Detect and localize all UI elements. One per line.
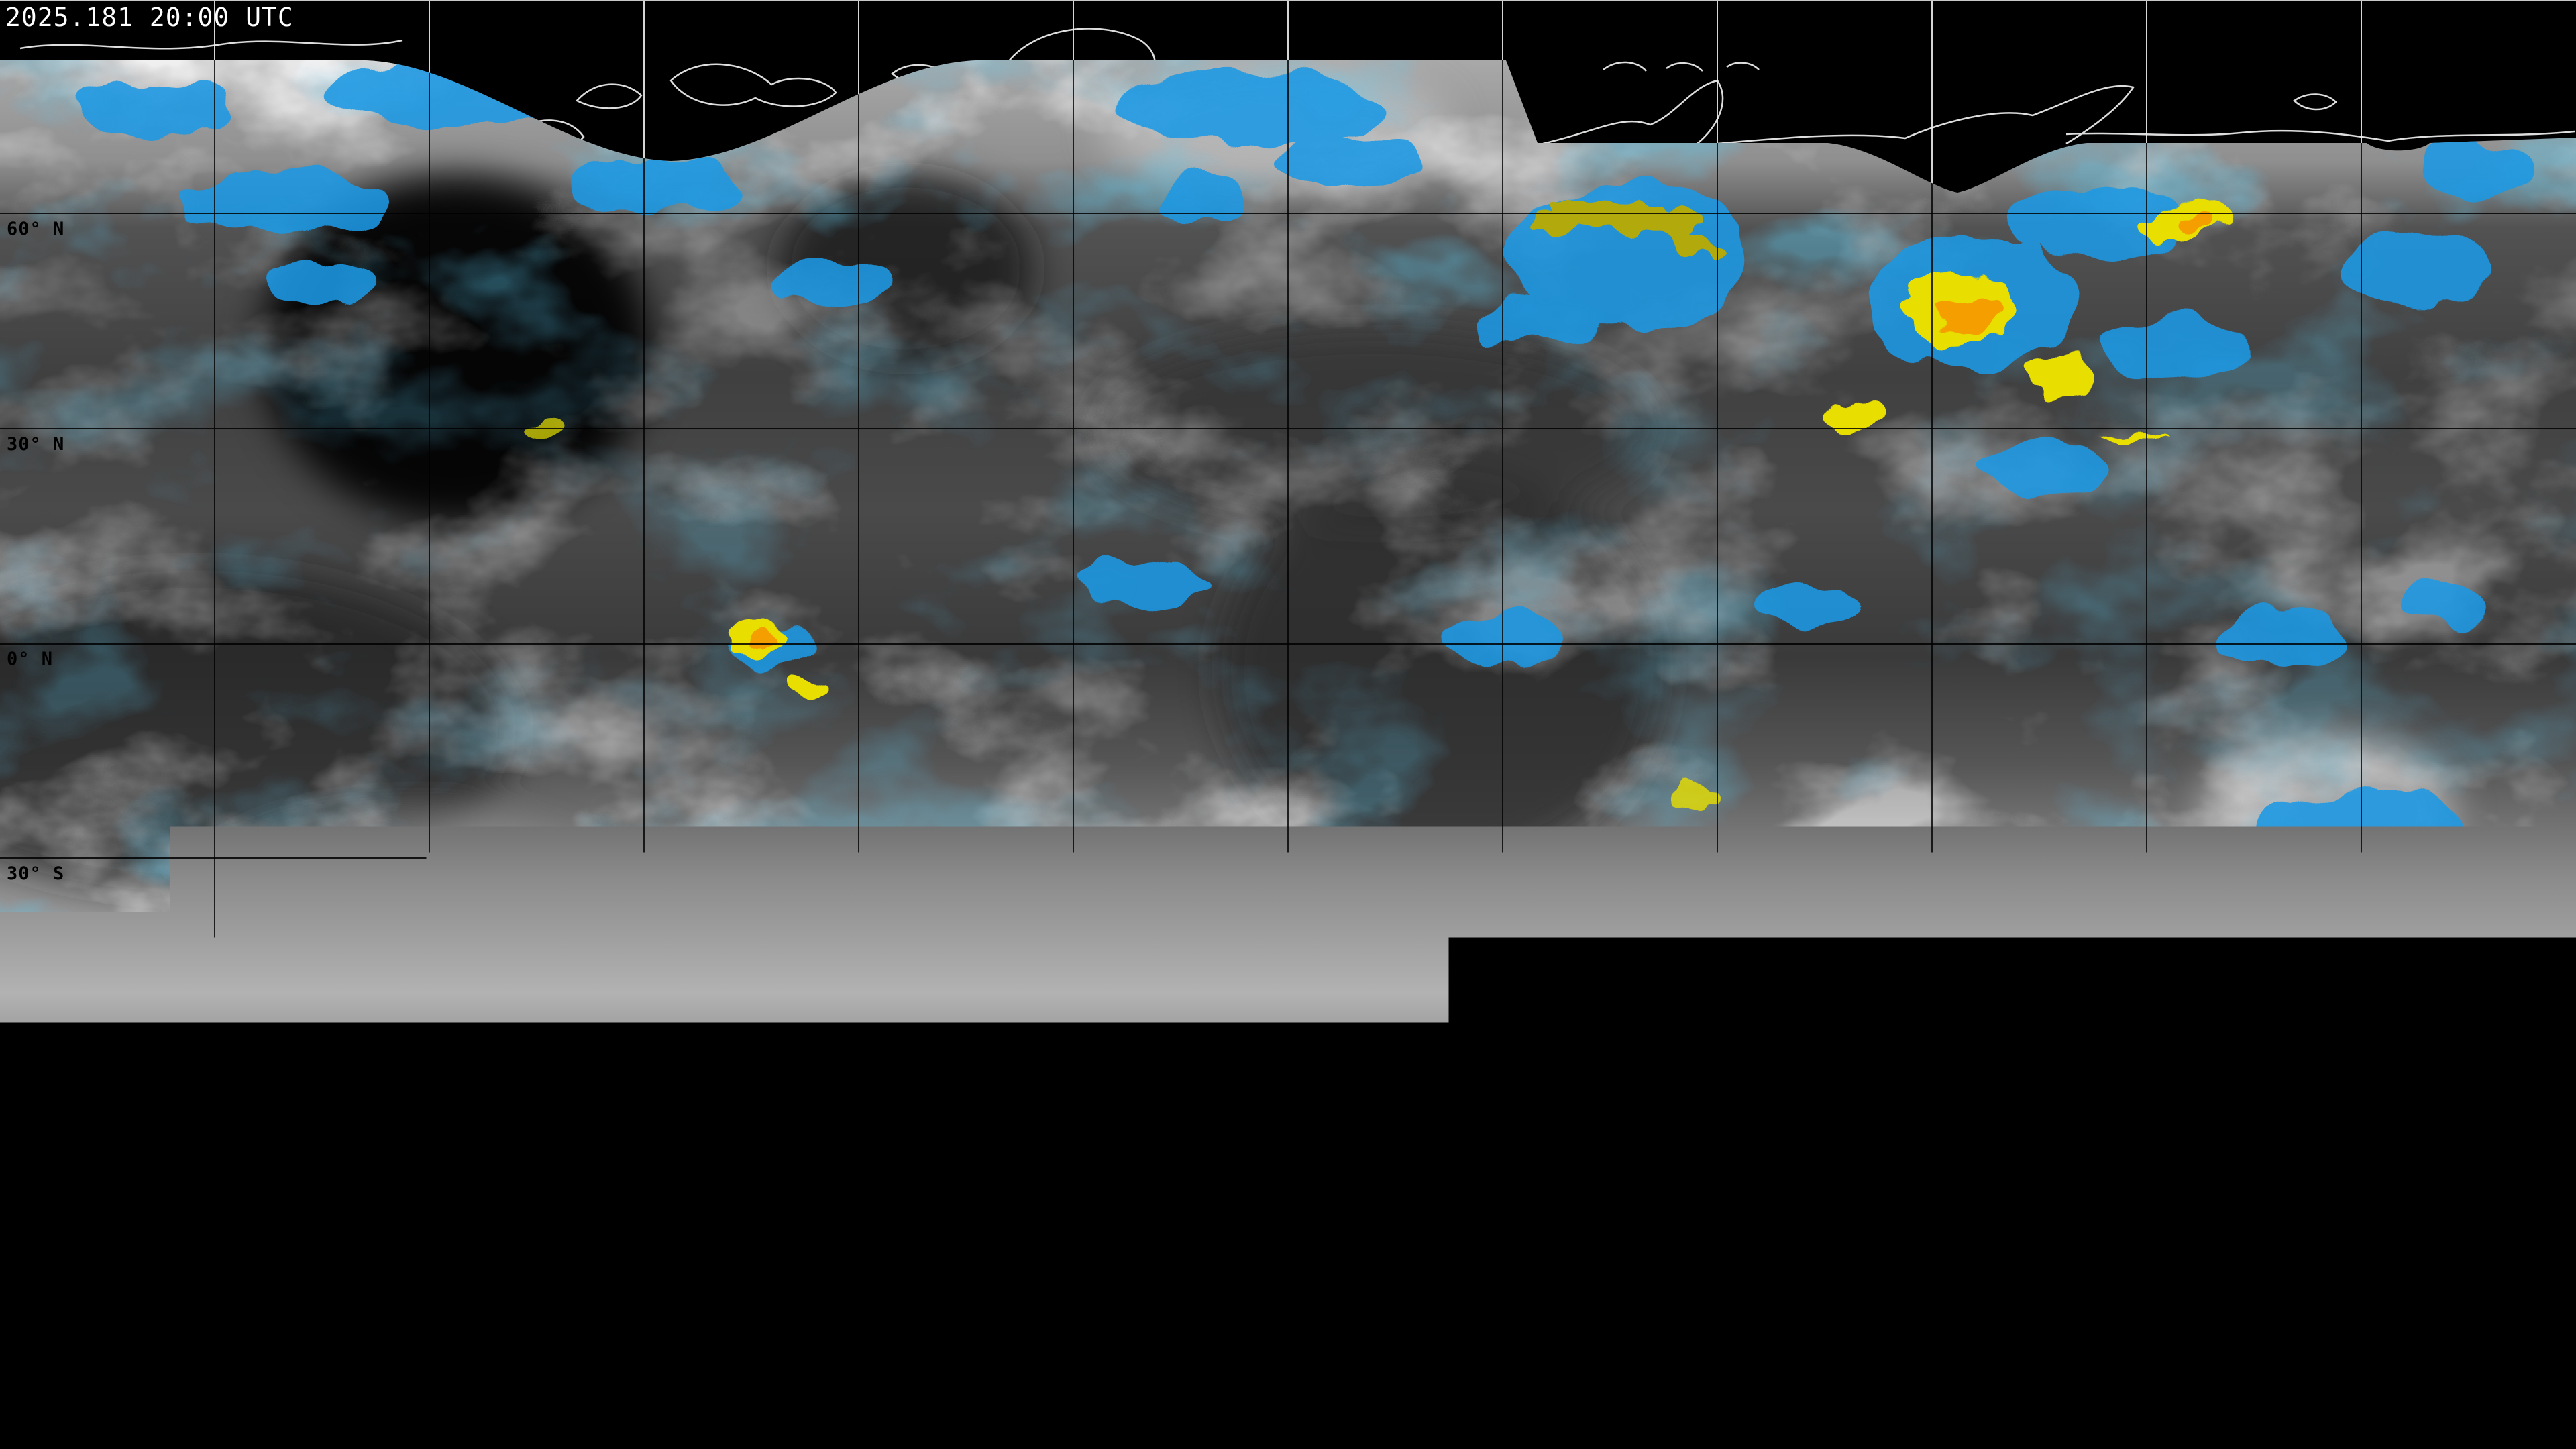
colorbar-tick-label: 230: [1112, 1343, 1200, 1372]
latitude-label-30n: 30° N: [7, 434, 64, 455]
colorbar-tick-label: 250: [1287, 1343, 1375, 1372]
latitude-label-60n: 60° N: [7, 219, 64, 239]
colorbar-tick-label: 200: [849, 1343, 936, 1372]
timestamp: 2025.181 20:00 UTC: [5, 3, 294, 32]
map-bottom-border: [0, 1285, 2576, 1287]
map-top-border: [0, 0, 2576, 1]
colorbar-tick-label: 270: [1463, 1343, 1551, 1372]
latitude-label-60s: 60° S: [7, 1078, 64, 1099]
colorbar-tick-label: 300: [1727, 1343, 1815, 1372]
colorbar-tick-label: 240: [1199, 1343, 1287, 1372]
colorbar-tick-label: 210: [936, 1343, 1024, 1372]
latitude-label-30s: 30° S: [7, 863, 64, 884]
satellite-map: [0, 0, 2576, 1288]
colorbar-tick-label: 290: [1639, 1343, 1727, 1372]
colorbar-tick-label: 190: [761, 1343, 849, 1372]
colorbar-tick-label: 220: [1024, 1343, 1112, 1372]
colorbar-tick-label: 310: [1815, 1343, 1902, 1372]
colorbar-gradient: [717, 1304, 1861, 1332]
colorbar-tick-label: 280: [1551, 1343, 1639, 1372]
colorbar-tick-label: 180: [673, 1343, 761, 1372]
satellite-viewer: 2025.181 20:00 UTC 60° N 30° N 0° N 30° …: [0, 0, 2576, 1449]
colorbar-tick-labels: 180 190 200 210 220 230 240 250 260 270 …: [673, 1343, 1902, 1372]
colorbar-tick-label: 260: [1375, 1343, 1463, 1372]
colorbar-title: Brightness Temperature in 3.75um, Kelvin: [0, 1377, 2576, 1407]
latitude-label-equator: 0° N: [7, 649, 53, 669]
